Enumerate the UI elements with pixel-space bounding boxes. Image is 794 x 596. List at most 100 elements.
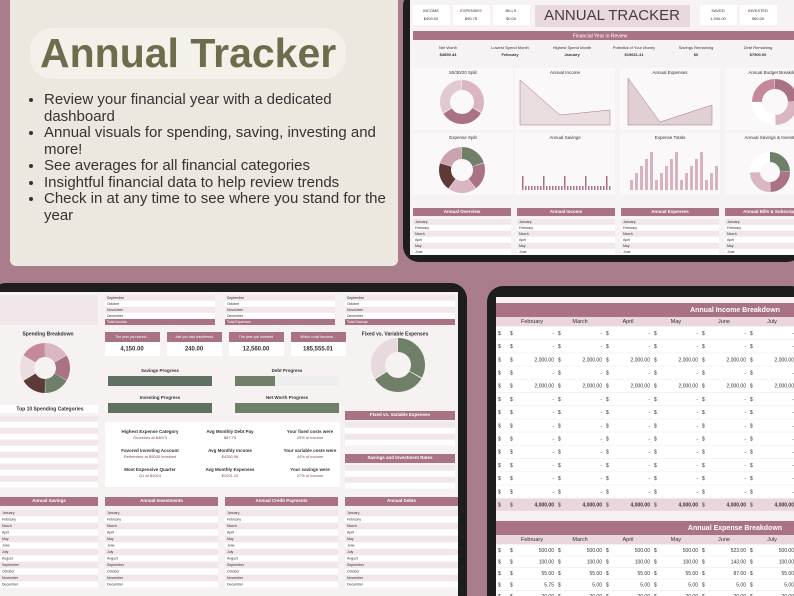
label: November — [347, 308, 364, 312]
label: October — [227, 302, 240, 306]
label: $ — [702, 503, 705, 509]
label: $ — [558, 423, 561, 429]
table-row — [225, 529, 338, 536]
label: Annual Savings — [549, 135, 581, 140]
label: $ — [510, 560, 513, 566]
label: August — [2, 556, 13, 560]
label: $0.00 — [506, 16, 517, 21]
label: 500.00 — [539, 548, 555, 554]
label: 20.00 — [589, 594, 602, 596]
label: Highest Spend Month — [553, 45, 591, 50]
bar-deco — [585, 176, 587, 190]
table-row — [0, 482, 98, 488]
bar-deco — [715, 166, 718, 190]
label: $ — [498, 371, 501, 377]
label: $95.75 — [465, 16, 478, 21]
label: - — [696, 410, 698, 416]
label: November — [2, 576, 19, 580]
label: 500.00 — [587, 548, 603, 554]
total-row — [345, 319, 455, 325]
label: $ — [654, 344, 657, 350]
label: Net Worth — [439, 45, 457, 50]
table-row — [0, 523, 98, 529]
label: $ — [702, 476, 705, 482]
label: $ — [510, 371, 513, 377]
table-row — [345, 562, 458, 568]
table-row — [413, 219, 511, 225]
label: November — [347, 576, 364, 580]
table-header — [345, 497, 458, 506]
label: 1,940.00 — [710, 16, 726, 21]
table-row — [0, 549, 98, 555]
label: $ — [498, 331, 501, 337]
label: $ — [498, 410, 501, 416]
label: April — [622, 537, 633, 543]
label: $ — [750, 357, 753, 363]
table-row — [225, 555, 338, 562]
bullet: Check in at any time to see where you st… — [44, 190, 406, 224]
label: The year you invested — [239, 335, 273, 339]
label: 100.00 — [635, 560, 651, 566]
label: $ — [702, 560, 705, 566]
table-row — [496, 379, 794, 392]
bar-deco — [558, 186, 560, 190]
table-row — [413, 231, 511, 237]
bar-deco — [552, 186, 554, 190]
label: - — [792, 423, 794, 429]
label: 2,000.00 — [679, 384, 699, 390]
bar-deco — [555, 186, 557, 190]
label: March — [623, 232, 633, 236]
label: August — [107, 556, 118, 560]
label: July — [347, 550, 353, 554]
hero-panel: Annual Tracker Review your financial yea… — [10, 0, 398, 266]
label: $ — [654, 560, 657, 566]
table-row — [517, 231, 615, 237]
label: 240.00 — [185, 347, 204, 353]
label: June — [519, 250, 527, 254]
label: 5.00 — [640, 583, 650, 589]
table-row — [225, 295, 335, 301]
label: 4,000.00 — [631, 503, 651, 509]
label: 2,000.00 — [679, 357, 699, 363]
card-header — [167, 332, 222, 342]
label: April — [347, 530, 354, 534]
table-row — [105, 529, 218, 536]
label: $ — [654, 357, 657, 363]
table-row — [496, 393, 794, 406]
label: $ — [498, 384, 501, 390]
label: October — [107, 569, 120, 573]
table-row — [517, 219, 615, 225]
label: $ — [510, 357, 513, 363]
label: February — [521, 319, 543, 325]
label: $4250.56 — [222, 454, 239, 459]
table-row — [345, 536, 458, 542]
label: - — [792, 437, 794, 443]
bar-deco — [549, 186, 551, 190]
label: Annual Expenses — [651, 209, 689, 214]
label: February — [2, 517, 16, 521]
label: - — [552, 410, 554, 416]
label: 5.00 — [784, 583, 794, 589]
label: September — [227, 296, 245, 300]
label: 4,000.00 — [535, 503, 555, 509]
bar-deco — [534, 186, 536, 190]
bar-deco — [645, 159, 648, 190]
table-row — [496, 432, 794, 445]
label: June — [2, 543, 10, 547]
table-row — [345, 542, 458, 549]
donut-segment — [371, 338, 425, 392]
table-row — [496, 472, 794, 485]
label: $ — [750, 583, 753, 589]
label: - — [744, 410, 746, 416]
bar-deco — [525, 186, 527, 190]
label: $ — [606, 571, 609, 577]
label: - — [792, 397, 794, 403]
label: Annual Income — [550, 209, 583, 214]
label: $400.00 — [424, 16, 439, 21]
label: January — [415, 220, 428, 224]
label: $ — [702, 489, 705, 495]
label: 55.00 — [685, 571, 698, 577]
table-head — [496, 317, 794, 326]
label: 500.00 — [635, 548, 651, 554]
